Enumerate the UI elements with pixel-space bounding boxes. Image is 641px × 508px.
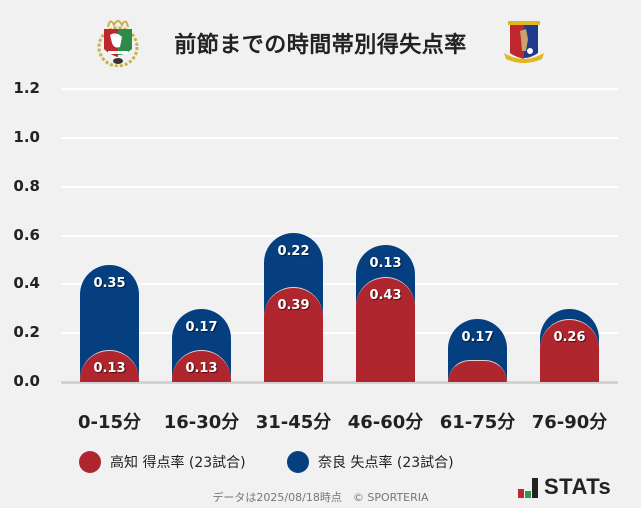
x-tick-label: 46-60分	[347, 412, 424, 433]
data-note: データは2025/08/18時点 © SPORTERIA	[212, 491, 429, 504]
stats-brand-text: STATs	[544, 474, 612, 499]
gridline	[61, 137, 618, 139]
y-tick-label: 0.6	[13, 225, 40, 244]
bar-value-label-kochi: 0.26	[553, 329, 586, 345]
x-tick-label: 16-30分	[163, 412, 240, 433]
legend-item-kochi: 高知 得点率 (23試合)	[79, 451, 246, 473]
legend-item-nara: 奈良 失点率 (23試合)	[287, 451, 454, 473]
x-axis-baseline	[61, 381, 618, 384]
bar-value-label-nara: 0.17	[185, 319, 218, 335]
y-tick-label: 0.4	[13, 274, 40, 293]
legend-label-nara: 奈良 失点率 (23試合)	[318, 455, 454, 471]
bar-value-label-kochi: 0.13	[185, 361, 218, 377]
legend-dot-red-icon	[79, 451, 101, 473]
bar-value-label-nara: 0.13	[369, 256, 402, 272]
bar-segment-kochi-scored	[264, 286, 323, 382]
bar-segment-kochi-scored	[540, 318, 599, 382]
bar-segment-kochi-scored	[356, 277, 415, 382]
gridline	[61, 283, 618, 286]
bar-segment-kochi-scored	[448, 360, 507, 382]
nara-crest-icon	[502, 17, 546, 67]
gridline	[61, 234, 618, 237]
bar-value-label-kochi: 0.39	[277, 297, 310, 313]
legend-dot-blue-icon	[287, 451, 309, 473]
y-tick-label: 0.8	[13, 176, 40, 195]
y-tick-label: 1.0	[13, 128, 40, 146]
y-tick-label: 0.0	[13, 372, 40, 390]
bar-value-label-nara: 0.17	[461, 329, 494, 345]
bar-value-label-kochi: 0.43	[369, 288, 402, 304]
bar-value-label-nara: 0.35	[93, 275, 126, 291]
x-tick-label: 0-15分	[77, 412, 142, 433]
bar-value-label-nara: 0.22	[277, 244, 310, 260]
x-tick-label: 61-75分	[439, 412, 516, 433]
stats-logo-bar-green-icon	[525, 491, 531, 498]
x-tick-label: 76-90分	[531, 412, 608, 433]
gridline	[61, 332, 618, 335]
stats-logo-bar-dark-icon	[532, 478, 538, 498]
y-tick-label: 1.2	[13, 79, 40, 98]
chart-title: 前節までの時間帯別得失点率	[174, 33, 467, 58]
bar-value-label-kochi: 0.13	[93, 361, 126, 377]
stats-logo: STATs	[518, 474, 611, 498]
legend-label-kochi: 高知 得点率 (23試合)	[110, 455, 246, 471]
gridline	[61, 185, 618, 188]
x-tick-label: 31-45分	[255, 412, 332, 433]
stats-logo-bar-red-icon	[518, 489, 524, 498]
kochi-crest-icon	[96, 17, 140, 68]
y-tick-label: 0.2	[13, 323, 40, 342]
gridline	[61, 88, 618, 91]
